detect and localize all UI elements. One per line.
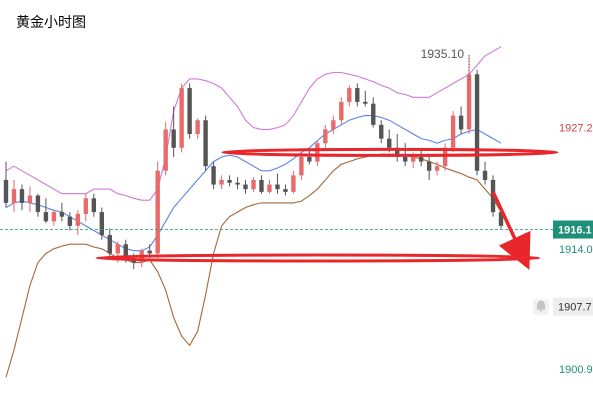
y-tick-label: 1927.2 — [559, 123, 593, 135]
candle-body — [403, 156, 408, 162]
candle-body — [474, 74, 480, 171]
candle-body — [275, 184, 280, 190]
candle-body — [227, 179, 232, 183]
candle-body — [379, 124, 384, 139]
candle-body — [315, 143, 320, 162]
candle-body — [123, 244, 128, 259]
candle-body — [235, 182, 240, 185]
candle-body — [410, 156, 416, 162]
candle-body — [498, 212, 504, 226]
high-price-label: 1935.10 — [421, 47, 465, 61]
candle-body — [211, 166, 216, 185]
candle-body — [91, 198, 97, 213]
candle-body — [331, 120, 336, 130]
candle-body — [35, 195, 41, 213]
candle-body — [43, 212, 49, 222]
candle-body — [482, 170, 488, 180]
candle-body — [267, 184, 272, 192]
chart-title: 黄金小时图 — [16, 14, 86, 31]
candle-body — [371, 103, 376, 125]
candle-body — [339, 101, 344, 121]
candle-body — [163, 129, 168, 171]
price-axis: 1927.2 1914.0 1900.9 1916.1 1907.7 — [533, 123, 593, 376]
candle-body — [458, 115, 464, 130]
bell-icon — [536, 300, 546, 312]
candle-body — [171, 129, 176, 148]
candle-body — [75, 213, 81, 226]
candle-body — [19, 189, 25, 203]
candle-body — [395, 147, 400, 157]
candle-body — [450, 115, 456, 148]
candle-body — [67, 216, 73, 226]
candle-body — [323, 129, 328, 144]
candle-body — [99, 212, 104, 236]
candle-body — [179, 88, 184, 148]
candle-body — [307, 156, 312, 162]
candle-body — [203, 120, 208, 167]
candle-body — [363, 101, 368, 104]
bollinger-mid-line — [5, 115, 502, 252]
candle-body — [115, 244, 120, 254]
candle-body — [11, 189, 17, 203]
candle-body — [59, 212, 65, 217]
down-arrow — [491, 191, 531, 270]
candle-body — [434, 166, 440, 171]
secondary-price-label: 1907.7 — [558, 302, 592, 314]
bollinger-lower-line — [5, 153, 502, 378]
support-ellipse — [95, 253, 541, 263]
candle-body — [107, 235, 112, 254]
candle-body — [442, 147, 448, 167]
resistance-ellipse — [221, 147, 559, 157]
candle-body — [195, 120, 200, 135]
candle-body — [155, 170, 160, 254]
candle-body — [355, 88, 360, 102]
candle-body — [418, 156, 424, 162]
bollinger-bands — [5, 46, 502, 378]
candle-body — [3, 179, 9, 203]
bollinger-upper-line — [5, 46, 502, 201]
candle-body — [147, 250, 152, 254]
current-price-badge — [553, 220, 593, 239]
candle-body — [219, 179, 224, 185]
candle-body — [387, 138, 392, 148]
candle-body — [83, 198, 89, 214]
candle-body — [291, 175, 296, 192]
secondary-price-badge — [553, 297, 593, 316]
annotations — [0, 147, 559, 270]
candle-body — [51, 212, 57, 222]
candle-body — [27, 195, 33, 203]
candle-body — [299, 156, 304, 176]
candle-body — [466, 74, 472, 130]
candle-body — [187, 88, 192, 135]
y-tick-label: 1900.9 — [559, 364, 593, 376]
candle-body — [243, 184, 248, 190]
candle-body — [259, 179, 264, 192]
current-price-label: 1916.1 — [558, 225, 592, 237]
candle-body — [251, 179, 256, 190]
candle-body — [347, 88, 352, 102]
candle-body — [426, 161, 432, 171]
candles: 1935.10 — [3, 47, 504, 270]
y-tick-label: 1914.0 — [559, 244, 593, 256]
candle-body — [283, 189, 288, 192]
